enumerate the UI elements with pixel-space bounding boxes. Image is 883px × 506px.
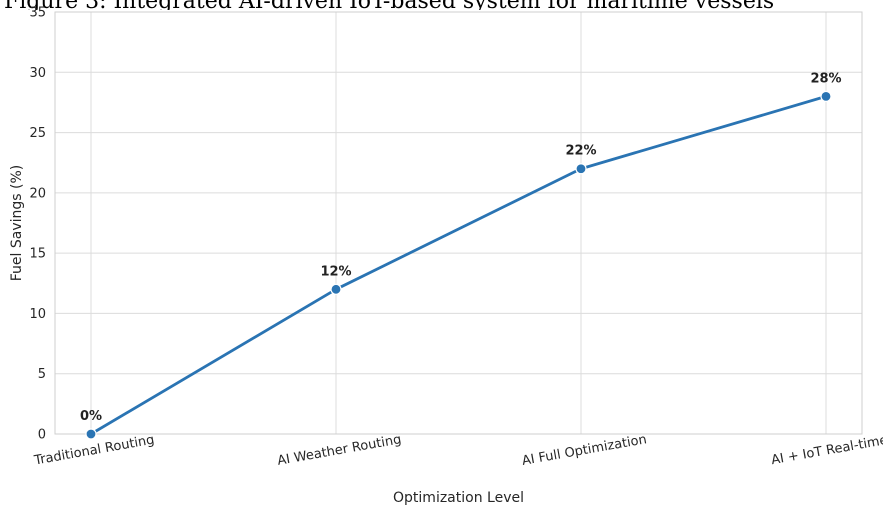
data-label: 22% <box>565 144 596 159</box>
series-line <box>90 95 827 436</box>
x-tick-label: AI Full Optimization <box>521 432 648 469</box>
y-tick-label: 25 <box>29 126 46 141</box>
data-point <box>820 90 832 103</box>
y-tick-label: 0 <box>38 428 46 443</box>
data-point <box>575 163 587 175</box>
axes <box>54 11 863 435</box>
x-tick-label: AI + IoT Real-time <box>770 433 883 468</box>
y-tick-label: 5 <box>38 367 46 382</box>
page-caption-wrap: Figure 3: Integrated AI-driven IoT-based… <box>4 0 774 14</box>
x-axis-label: Optimization Level <box>393 490 524 506</box>
page-caption: Figure 3: Integrated AI-driven IoT-based… <box>4 0 774 14</box>
data-point <box>85 428 97 440</box>
y-tick-label: 35 <box>29 6 46 21</box>
data-label: 12% <box>320 264 351 279</box>
y-axis-label: Fuel Savings (%) <box>9 165 25 281</box>
series <box>85 90 832 440</box>
y-tick-label: 20 <box>29 186 46 201</box>
y-tick-label: 10 <box>29 307 46 322</box>
y-tick-labels: 0 5 10 15 20 25 30 35 <box>29 6 46 443</box>
data-label: 28% <box>810 71 841 86</box>
data-point <box>330 283 342 295</box>
y-tick-label: 30 <box>29 66 46 81</box>
plot-frame <box>54 11 863 435</box>
data-label: 0% <box>80 409 102 424</box>
x-tick-label: AI Weather Routing <box>276 432 402 469</box>
grid <box>55 11 862 435</box>
data-labels: 0% 12% 22% 28% <box>80 71 842 424</box>
y-tick-label: 15 <box>29 247 46 262</box>
x-tick-labels: Traditional Routing AI Weather Routing AI … <box>32 432 883 469</box>
